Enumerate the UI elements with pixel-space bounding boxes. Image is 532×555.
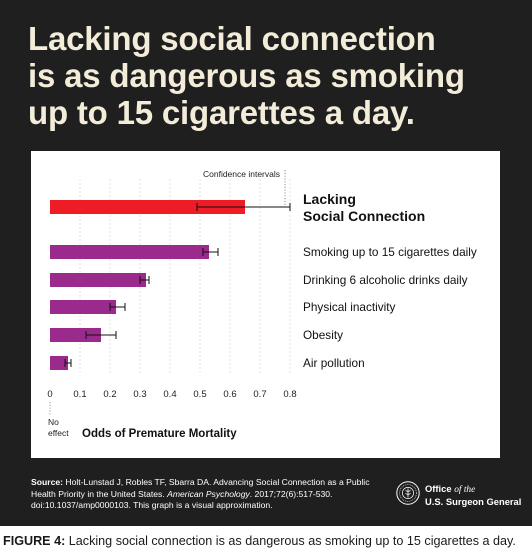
- ci-annotation: Confidence intervals: [203, 169, 280, 179]
- office-logo-text: Office of the U.S. Surgeon General: [425, 483, 521, 507]
- headline-line: Lacking social connection: [28, 20, 436, 57]
- figure-caption: FIGURE 4: Lacking social connection is a…: [3, 533, 531, 549]
- surgeon-general-seal-icon: [396, 481, 420, 505]
- x-tick-label: 0.5: [193, 389, 206, 400]
- x-tick-label: 0.4: [163, 389, 176, 400]
- category-label: Physical inactivity: [303, 300, 396, 314]
- category-label: Lacking: [303, 191, 356, 207]
- bar: [50, 300, 116, 314]
- source-journal: American Psychology: [167, 488, 250, 499]
- headline: Lacking social connection is as dangerou…: [28, 20, 518, 131]
- chart-panel: 0 0.1 0.2 0.3 0.4 0.5 0.6 0.7 0.8 No effect Odds of…: [31, 151, 500, 458]
- bar: [50, 273, 146, 287]
- category-label: Smoking up to 15 cigarettes daily: [303, 245, 477, 259]
- source-text: Holt-Lunstad J, Robles TF, Sbarra DA. Ad…: [31, 477, 370, 499]
- x-tick-label: 0.6: [223, 389, 236, 400]
- office-of-the: of the: [454, 485, 476, 495]
- x-tick-label: 0.1: [73, 389, 86, 400]
- zero-note-line: effect: [48, 428, 69, 438]
- x-tick-label: 0.3: [133, 389, 146, 400]
- headline-line: up to 15 cigarettes a day.: [28, 94, 415, 131]
- bar: [50, 356, 68, 370]
- category-label: Obesity: [303, 328, 343, 342]
- x-tick-label: 0.8: [283, 389, 296, 400]
- figure-caption-text: Lacking social connection is as dangerou…: [68, 534, 516, 548]
- bar: [50, 245, 209, 259]
- x-tick-label: 0.2: [103, 389, 116, 400]
- office-word: Office: [425, 483, 452, 494]
- figure-label: FIGURE 4:: [3, 534, 66, 548]
- bar: [50, 328, 101, 342]
- category-label: Air pollution: [303, 356, 365, 370]
- category-label: Social Connection: [303, 208, 425, 224]
- highlight-bar: [50, 200, 245, 214]
- office-name: U.S. Surgeon General: [425, 496, 522, 507]
- poster: Lacking social connection is as dangerou…: [0, 0, 532, 526]
- x-axis-title: Odds of Premature Mortality: [82, 428, 237, 440]
- source-label: Source:: [31, 477, 63, 487]
- zero-note-line: No: [48, 417, 59, 427]
- x-tick-label: 0: [47, 389, 52, 400]
- category-label: Drinking 6 alcoholic drinks daily: [303, 273, 468, 287]
- x-tick-label: 0.7: [253, 389, 266, 400]
- source-citation: Source: Holt-Lunstad J, Robles TF, Sbarr…: [31, 477, 376, 512]
- headline-line: is as dangerous as smoking: [28, 57, 465, 94]
- source-text-end: . 2017;72(6):517-530. doi:10.1037/amp000…: [31, 488, 333, 511]
